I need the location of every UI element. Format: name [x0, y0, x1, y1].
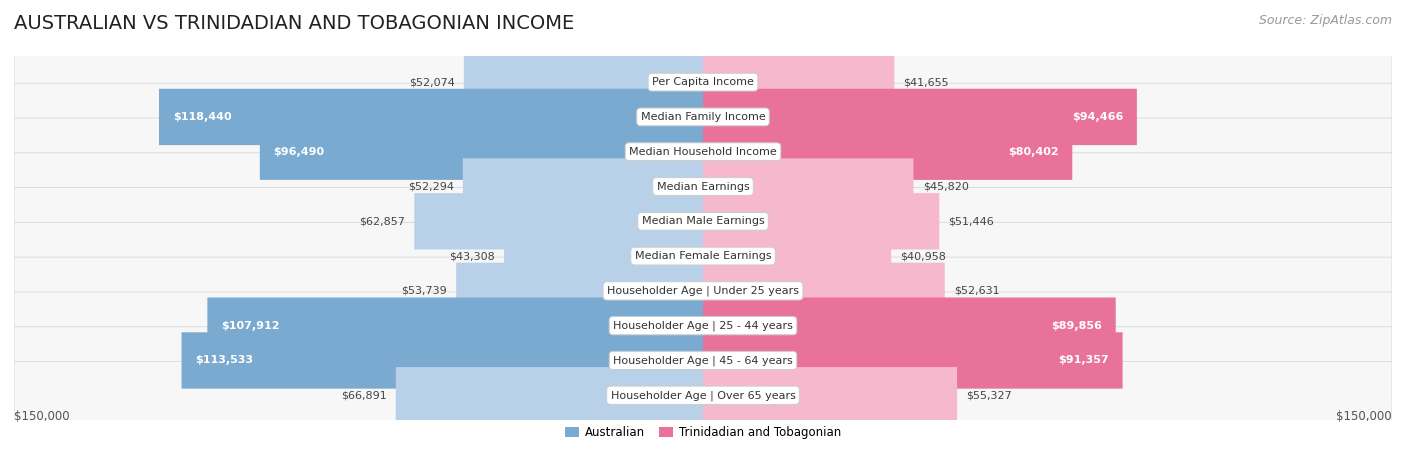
Text: $52,294: $52,294 [408, 182, 454, 191]
FancyBboxPatch shape [14, 257, 1392, 325]
FancyBboxPatch shape [703, 333, 1122, 389]
FancyBboxPatch shape [456, 263, 703, 319]
Text: AUSTRALIAN VS TRINIDADIAN AND TOBAGONIAN INCOME: AUSTRALIAN VS TRINIDADIAN AND TOBAGONIAN… [14, 14, 574, 33]
Text: $52,631: $52,631 [953, 286, 1000, 296]
FancyBboxPatch shape [703, 297, 1116, 354]
Text: $96,490: $96,490 [274, 147, 325, 157]
FancyBboxPatch shape [207, 297, 703, 354]
Text: Householder Age | 45 - 64 years: Householder Age | 45 - 64 years [613, 355, 793, 366]
Text: Householder Age | 25 - 44 years: Householder Age | 25 - 44 years [613, 320, 793, 331]
FancyBboxPatch shape [14, 153, 1392, 220]
FancyBboxPatch shape [14, 118, 1392, 185]
Text: Median Male Earnings: Median Male Earnings [641, 216, 765, 226]
Text: $150,000: $150,000 [1336, 410, 1392, 423]
Text: $41,655: $41,655 [904, 77, 949, 87]
Text: $89,856: $89,856 [1052, 321, 1102, 331]
FancyBboxPatch shape [703, 158, 914, 215]
FancyBboxPatch shape [703, 54, 894, 110]
Text: Per Capita Income: Per Capita Income [652, 77, 754, 87]
FancyBboxPatch shape [703, 193, 939, 249]
FancyBboxPatch shape [159, 89, 703, 145]
FancyBboxPatch shape [703, 124, 1073, 180]
Text: $62,857: $62,857 [360, 216, 405, 226]
Legend: Australian, Trinidadian and Tobagonian: Australian, Trinidadian and Tobagonian [560, 421, 846, 444]
Text: $52,074: $52,074 [409, 77, 454, 87]
Text: Householder Age | Over 65 years: Householder Age | Over 65 years [610, 390, 796, 401]
Text: Median Family Income: Median Family Income [641, 112, 765, 122]
Text: $43,308: $43,308 [449, 251, 495, 261]
FancyBboxPatch shape [395, 367, 703, 424]
FancyBboxPatch shape [14, 83, 1392, 151]
Text: $45,820: $45,820 [922, 182, 969, 191]
FancyBboxPatch shape [703, 367, 957, 424]
FancyBboxPatch shape [703, 263, 945, 319]
Text: $55,327: $55,327 [966, 390, 1012, 400]
FancyBboxPatch shape [14, 222, 1392, 290]
FancyBboxPatch shape [14, 188, 1392, 255]
Text: Householder Age | Under 25 years: Householder Age | Under 25 years [607, 286, 799, 296]
Text: Median Household Income: Median Household Income [628, 147, 778, 157]
FancyBboxPatch shape [181, 333, 703, 389]
Text: $150,000: $150,000 [14, 410, 70, 423]
FancyBboxPatch shape [14, 327, 1392, 394]
FancyBboxPatch shape [703, 228, 891, 284]
Text: Median Female Earnings: Median Female Earnings [634, 251, 772, 261]
Text: $80,402: $80,402 [1008, 147, 1059, 157]
Text: $94,466: $94,466 [1071, 112, 1123, 122]
FancyBboxPatch shape [415, 193, 703, 249]
Text: $51,446: $51,446 [949, 216, 994, 226]
Text: $118,440: $118,440 [173, 112, 232, 122]
Text: $107,912: $107,912 [221, 321, 280, 331]
FancyBboxPatch shape [260, 124, 703, 180]
FancyBboxPatch shape [505, 228, 703, 284]
FancyBboxPatch shape [14, 49, 1392, 116]
Text: Median Earnings: Median Earnings [657, 182, 749, 191]
Text: $113,533: $113,533 [195, 355, 253, 366]
FancyBboxPatch shape [14, 292, 1392, 360]
Text: $66,891: $66,891 [340, 390, 387, 400]
FancyBboxPatch shape [463, 158, 703, 215]
FancyBboxPatch shape [464, 54, 703, 110]
Text: $40,958: $40,958 [900, 251, 946, 261]
FancyBboxPatch shape [14, 361, 1392, 429]
Text: $53,739: $53,739 [401, 286, 447, 296]
Text: Source: ZipAtlas.com: Source: ZipAtlas.com [1258, 14, 1392, 27]
FancyBboxPatch shape [703, 89, 1137, 145]
Text: $91,357: $91,357 [1059, 355, 1109, 366]
